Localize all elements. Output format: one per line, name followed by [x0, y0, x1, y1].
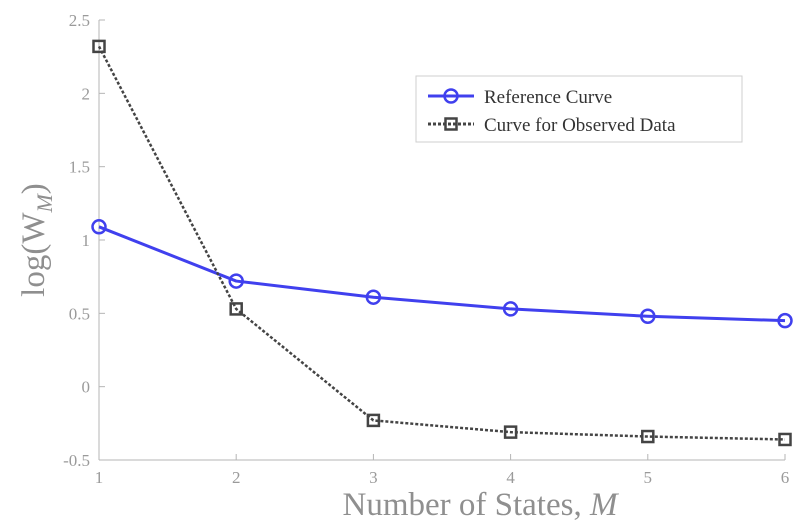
- y-tick-label: 1: [82, 231, 91, 250]
- y-tick-label: 2: [82, 84, 91, 103]
- data-point: [503, 425, 518, 439]
- data-point: [228, 273, 244, 289]
- series-line: [98, 225, 786, 323]
- legend: Reference Curve Curve for Observed Data: [415, 75, 743, 143]
- y-tick-label: -0.5: [63, 451, 90, 470]
- x-axis-title-variable: M: [589, 487, 619, 523]
- y-tick-label: 0.5: [69, 304, 90, 323]
- legend-label-observed: Curve for Observed Data: [484, 115, 676, 136]
- legend-marker-reference: [443, 88, 459, 104]
- series-reference-curve: [91, 219, 793, 329]
- y-axis-title-close: ): [16, 183, 52, 194]
- y-axis-title: log(WM): [16, 183, 57, 297]
- x-tick-label: 3: [369, 468, 378, 487]
- legend-label-reference: Reference Curve: [484, 87, 612, 108]
- x-tick-label: 4: [506, 468, 515, 487]
- series-observed-data: [92, 39, 792, 447]
- y-axis-title-subscript: M: [32, 193, 57, 214]
- data-point: [641, 429, 655, 444]
- series-line: [97, 45, 786, 441]
- legend-marker-observed: [444, 117, 458, 131]
- y-tick-label: 0: [82, 378, 91, 397]
- data-point: [640, 308, 656, 325]
- data-point: [778, 432, 792, 447]
- y-tick-label: 2.5: [69, 11, 90, 30]
- tick-marks: 1 2 3 4 5 6 -0.5 0 0.5 1 1.5 2 2.5: [63, 11, 789, 487]
- series-lines: [91, 39, 793, 447]
- x-tick-label: 2: [232, 468, 241, 487]
- y-axis-title-text: log(W: [16, 212, 52, 297]
- x-axis-title-text: Number of States,: [343, 487, 590, 523]
- data-point: [366, 413, 381, 428]
- x-tick-label: 6: [781, 468, 790, 487]
- legend-box: [415, 75, 743, 143]
- x-tick-label: 1: [95, 468, 104, 487]
- x-axis-title: Number of States, M: [343, 487, 619, 523]
- data-point: [92, 39, 106, 54]
- data-point: [229, 302, 243, 316]
- data-point: [91, 219, 107, 235]
- data-point: [777, 312, 793, 329]
- data-point: [365, 289, 382, 305]
- data-point: [502, 301, 519, 317]
- y-tick-label: 1.5: [69, 158, 90, 177]
- x-tick-label: 5: [644, 468, 653, 487]
